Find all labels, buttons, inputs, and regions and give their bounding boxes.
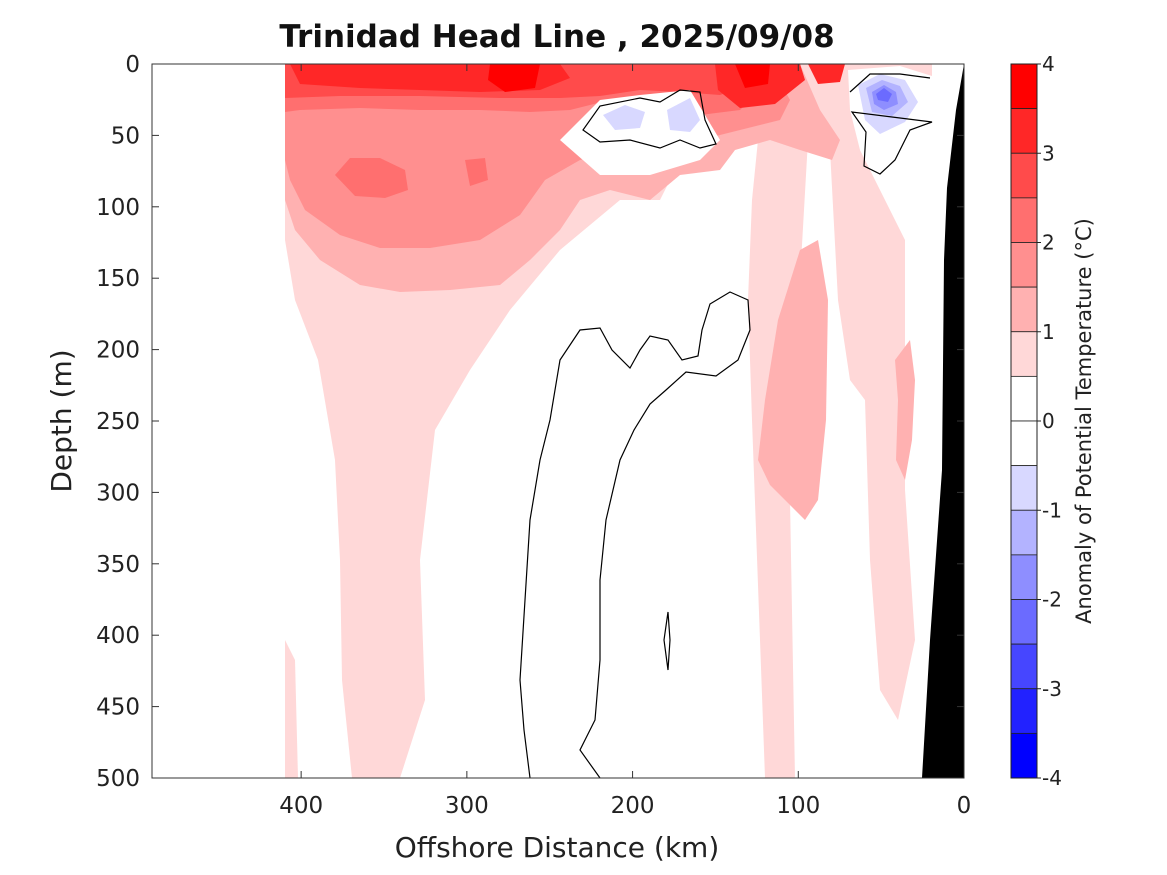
anomaly-fill-3-to-3-5-far-right: [808, 64, 845, 84]
colorbar-tick-label: 0: [1042, 409, 1055, 433]
bathymetry-mask: [922, 64, 964, 778]
colorbar: 4 3 2 1 0 -1 -2 -3 -4: [1010, 52, 1062, 790]
anomaly-fill-nearshore-1-to-1-5: [895, 340, 915, 480]
colorbar-label: Anomaly of Potential Temperature (°C): [1072, 218, 1096, 624]
anomaly-fill-left-strip: [285, 640, 298, 778]
x-axis-label: Offshore Distance (km): [395, 831, 720, 864]
colorbar-swatch: [1010, 643, 1038, 690]
chart-title: Trinidad Head Line , 2025/09/08: [279, 19, 834, 55]
y-tick-label: 250: [96, 409, 140, 435]
colorbar-swatch: [1010, 108, 1038, 154]
anomaly-field: [285, 64, 932, 778]
x-axis-ticks: 400 300 200 100 0: [279, 64, 971, 819]
y-tick-label: 50: [111, 123, 140, 149]
x-tick-label: 0: [957, 793, 972, 819]
colorbar-swatch: [1010, 465, 1038, 511]
anomaly-fill-3-5-to-4-right: [735, 64, 770, 88]
y-tick-label: 400: [96, 623, 140, 649]
colorbar-tick-label: -1: [1042, 498, 1062, 522]
x-tick-label: 200: [611, 793, 655, 819]
anomaly-fill-3-5-to-4: [488, 64, 540, 92]
colorbar-swatch: [1010, 509, 1038, 556]
y-axis-ticks: 0 50 100 150 200 250 300 350 400 450 500: [96, 52, 964, 792]
colorbar-tick-label: 1: [1042, 320, 1055, 344]
y-tick-label: 300: [96, 480, 140, 506]
y-tick-label: 0: [125, 52, 140, 78]
colorbar-swatch: [1010, 63, 1038, 110]
anomaly-fill-3-to-3-5-right: [715, 64, 805, 108]
colorbar-swatch: [1010, 599, 1038, 645]
zero-contours: [519, 73, 933, 778]
y-tick-label: 350: [96, 552, 140, 578]
anomaly-fill-neg-0-5: [603, 105, 645, 130]
anomaly-fill-neg-2: [876, 88, 892, 102]
x-tick-label: 100: [776, 793, 820, 819]
colorbar-tick-label: 4: [1042, 52, 1055, 76]
zero-contour-mid-upper: [582, 89, 717, 149]
colorbar-swatch: [1010, 375, 1038, 422]
colorbar-tick-label: 3: [1042, 141, 1055, 165]
colorbar-swatch: [1010, 420, 1038, 467]
colorbar-swatch: [1010, 286, 1038, 333]
colorbar-swatch: [1010, 331, 1038, 377]
anomaly-fill-2-to-2-5-small: [465, 158, 488, 186]
y-tick-label: 100: [96, 195, 140, 221]
zero-contour-nearshore: [849, 73, 933, 175]
colorbar-swatch: [1010, 554, 1038, 600]
zero-contour-deep-left: [519, 291, 751, 778]
colorbar-swatch: [1010, 197, 1038, 243]
x-tick-label: 300: [445, 793, 489, 819]
colorbar-swatch: [1010, 152, 1038, 199]
x-tick-label: 400: [279, 793, 323, 819]
y-tick-label: 200: [96, 338, 140, 364]
anomaly-fill-2-to-2-5: [335, 158, 408, 198]
colorbar-swatch: [1010, 242, 1038, 288]
colorbar-swatch: [1010, 688, 1038, 734]
zero-contour-small-lens: [663, 611, 671, 671]
colorbar-tick-label: -3: [1042, 677, 1062, 701]
colorbar-swatch: [1010, 732, 1038, 779]
anomaly-fill-band-1-to-1-5: [758, 240, 828, 520]
y-tick-label: 450: [96, 695, 140, 721]
y-axis-label: Depth (m): [45, 349, 78, 492]
y-tick-label: 150: [96, 266, 140, 292]
anomaly-fill-neg-0-5-b: [667, 98, 700, 132]
colorbar-tick-label: -2: [1042, 588, 1062, 612]
colorbar-tick-label: -4: [1042, 766, 1062, 790]
colorbar-tick-label: 2: [1042, 231, 1055, 255]
y-tick-label: 500: [96, 766, 140, 792]
